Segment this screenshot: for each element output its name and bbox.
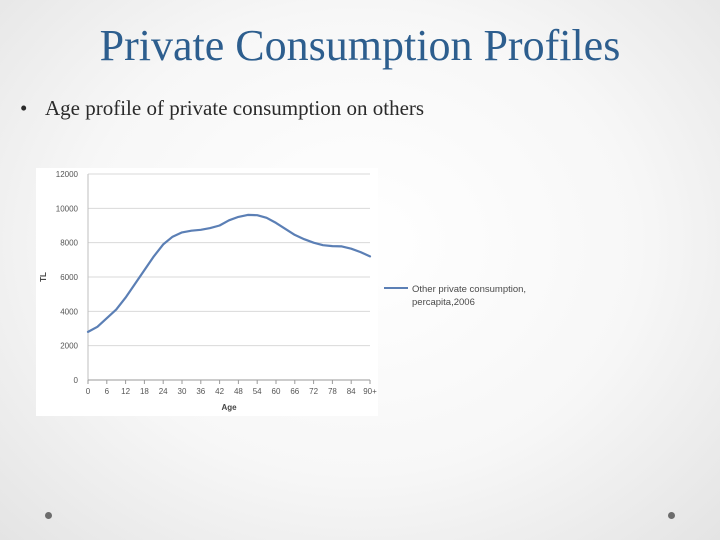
x-tick-label: 36: [196, 387, 205, 396]
x-tick-label: 18: [140, 387, 149, 396]
x-tick-label: 42: [215, 387, 224, 396]
bullet-text: Age profile of private consumption on ot…: [45, 96, 425, 120]
legend-label-line-1: Other private consumption,: [412, 284, 527, 295]
bullet-marker: •: [20, 96, 28, 120]
y-tick-label: 12000: [56, 170, 79, 179]
x-tick-label: 60: [272, 387, 281, 396]
x-tick-label: 0: [86, 387, 91, 396]
decorative-dot-right: [668, 512, 675, 519]
x-tick-label: 84: [347, 387, 356, 396]
line-chart: 0 2000 4000 6000 8000 10000 12000 0 6 12 18 24 30 36 4…: [39, 170, 377, 412]
x-tick-label: 54: [253, 387, 262, 396]
y-tick-label: 2000: [60, 342, 78, 351]
series-line: [86, 213, 372, 333]
y-axis-title: TL: [39, 272, 48, 282]
x-tick-label: 24: [159, 387, 168, 396]
legend-label-line-2: percapita,2006: [412, 297, 475, 308]
x-tick-label: 72: [309, 387, 318, 396]
x-tick-label: 12: [121, 387, 130, 396]
y-tick-label: 6000: [60, 273, 78, 282]
decorative-dot-left: [45, 512, 52, 519]
x-tick-label: 78: [328, 387, 337, 396]
y-tick-label: 10000: [56, 204, 79, 213]
legend-label: Other private consumption, percapita,200…: [412, 283, 562, 309]
chart-area: 0 2000 4000 6000 8000 10000 12000 0 6 12 18 24 30 36 4…: [36, 168, 378, 416]
y-tick-label: 0: [74, 376, 79, 385]
bullet-item: • Age profile of private consumption on …: [20, 96, 540, 121]
slide-title: Private Consumption Profiles: [99, 21, 621, 70]
x-tick-label: 6: [105, 387, 110, 396]
x-tick-label: 90+: [363, 387, 377, 396]
x-axis-title: Age: [221, 403, 237, 412]
x-tick-label: 48: [234, 387, 243, 396]
x-tick-label: 66: [290, 387, 299, 396]
y-tick-label: 8000: [60, 239, 78, 248]
x-tick-label: 30: [178, 387, 187, 396]
y-tick-label: 4000: [60, 307, 78, 316]
legend-key: [384, 287, 408, 289]
